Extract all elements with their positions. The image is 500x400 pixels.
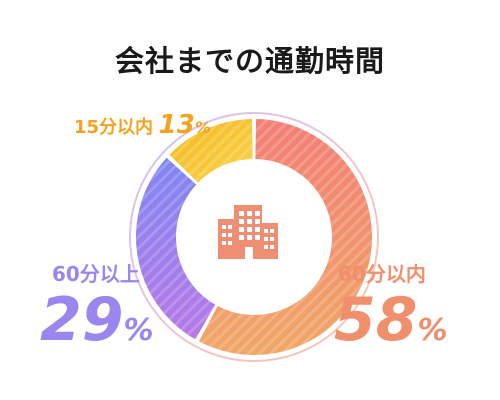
donut-slice-over60-texture — [136, 157, 216, 340]
slice-unit-over60: % — [123, 313, 154, 348]
slice-value-within15: 13 — [158, 110, 195, 140]
slice-unit-within60: % — [417, 313, 448, 348]
slice-label-over60: 60分以上 — [52, 262, 140, 286]
slice-unit-within15: % — [194, 118, 211, 137]
outer-ring — [129, 112, 379, 362]
slice-value-over60: 29 — [40, 285, 124, 355]
slice-group-within15: 15分以内 13% — [74, 110, 211, 140]
donut-slice-within60-texture — [198, 119, 372, 355]
slice-label-within15: 15分以内 — [74, 117, 154, 138]
chart-title: 会社までの通勤時間 — [114, 44, 385, 78]
slice-label-within60: 60分以内 — [338, 262, 426, 286]
slice-value-within60: 58 — [334, 285, 418, 355]
building-icon — [218, 205, 278, 259]
slice-value-over60-group: 29% — [40, 290, 154, 350]
donut-slice-within15-texture — [169, 119, 253, 183]
slice-value-within60-group: 58% — [334, 290, 448, 350]
